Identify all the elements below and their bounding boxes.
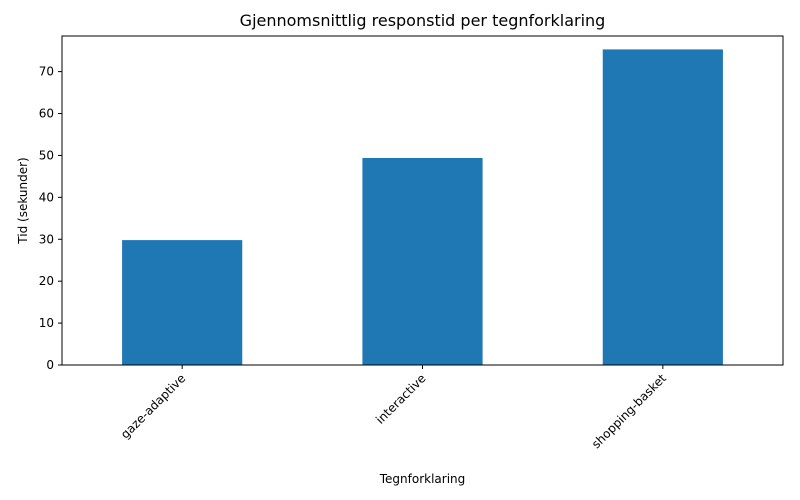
y-tick-label: 30 bbox=[39, 232, 54, 246]
y-tick-label: 20 bbox=[39, 274, 54, 288]
plot-frame bbox=[61, 35, 784, 366]
y-tick-label: 70 bbox=[39, 65, 54, 79]
x-axis-label: Tegnforklaring bbox=[379, 472, 466, 486]
y-tick-label: 50 bbox=[39, 148, 54, 162]
y-axis-ticks: 0 10 20 30 40 50 60 70 bbox=[39, 65, 62, 372]
bar-gaze-adaptive bbox=[122, 240, 243, 365]
bars-group bbox=[122, 49, 723, 365]
y-tick-label: 60 bbox=[39, 107, 54, 121]
y-tick-label: 0 bbox=[46, 358, 54, 372]
y-tick-label: 40 bbox=[39, 190, 54, 204]
y-tick-label: 10 bbox=[39, 316, 54, 330]
bar-interactive bbox=[362, 157, 483, 365]
bar-shopping-basket bbox=[602, 49, 723, 365]
y-axis-label: Tid (sekunder) bbox=[16, 157, 30, 244]
chart-title: Gjennomsnittlig responstid per tegnforkl… bbox=[240, 11, 606, 30]
